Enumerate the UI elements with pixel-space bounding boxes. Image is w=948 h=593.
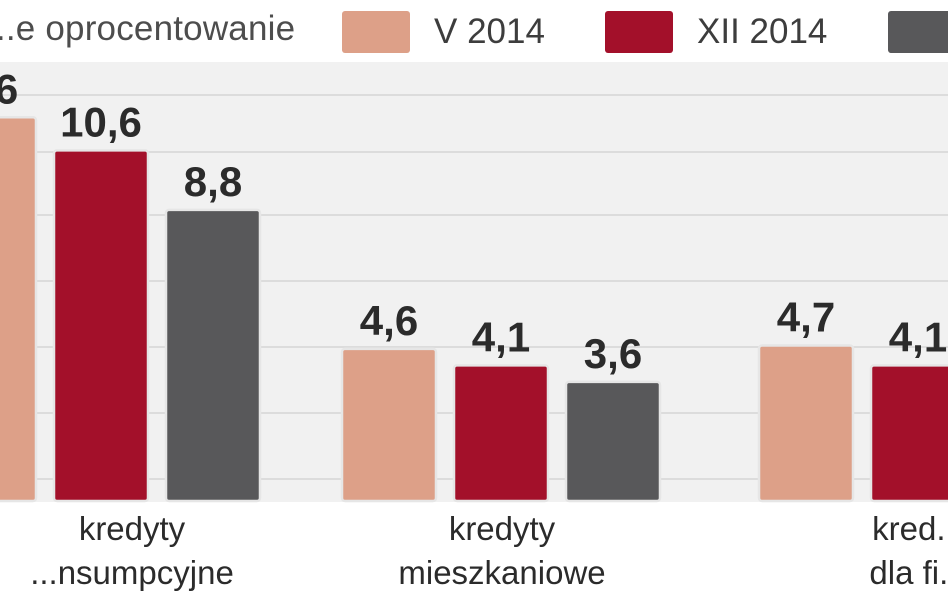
category-label-area (0, 502, 948, 593)
category-label-1-0: kredyty (449, 510, 556, 547)
bar-1-0 (52, 149, 150, 503)
category-label-2-1: dla fi... (869, 554, 948, 591)
legend-swatch-xii-2014 (605, 11, 673, 53)
data-label-1-0: 10,6 (60, 98, 142, 145)
data-label-2-1: 3,6 (584, 330, 642, 377)
legend: ...e oprocentowanie V 2014 XII 2014 (0, 0, 948, 62)
data-label-0-1: 4,6 (360, 297, 418, 344)
data-label-1-2: 4,1 (889, 313, 947, 360)
bar-1-2 (869, 364, 948, 503)
data-label-0-0: ...6 (0, 65, 18, 112)
bar-2-0 (164, 208, 262, 503)
bar-0-1 (340, 347, 438, 503)
data-label-1-1: 4,1 (472, 313, 530, 360)
category-label-2-0: kred... (872, 510, 948, 547)
category-label-0-1: ...nsumpcyjne (30, 554, 234, 591)
legend-label-xii-2014: XII 2014 (697, 12, 828, 51)
bar-0-0 (0, 116, 38, 503)
legend-label-v-2014: V 2014 (434, 12, 545, 51)
category-label-0-0: kredyty (79, 510, 186, 547)
legend-title: ...e oprocentowanie (0, 9, 296, 48)
legend-swatch-v-2014 (342, 11, 410, 53)
data-label-2-0: 8,8 (184, 158, 242, 205)
legend-swatch-third-series (888, 11, 948, 53)
bar-0-2 (757, 344, 855, 503)
category-label-1-1: mieszkaniowe (398, 554, 605, 591)
bar-2-1 (564, 380, 662, 503)
data-label-0-2: 4,7 (777, 294, 835, 341)
bar-1-1 (452, 364, 550, 503)
